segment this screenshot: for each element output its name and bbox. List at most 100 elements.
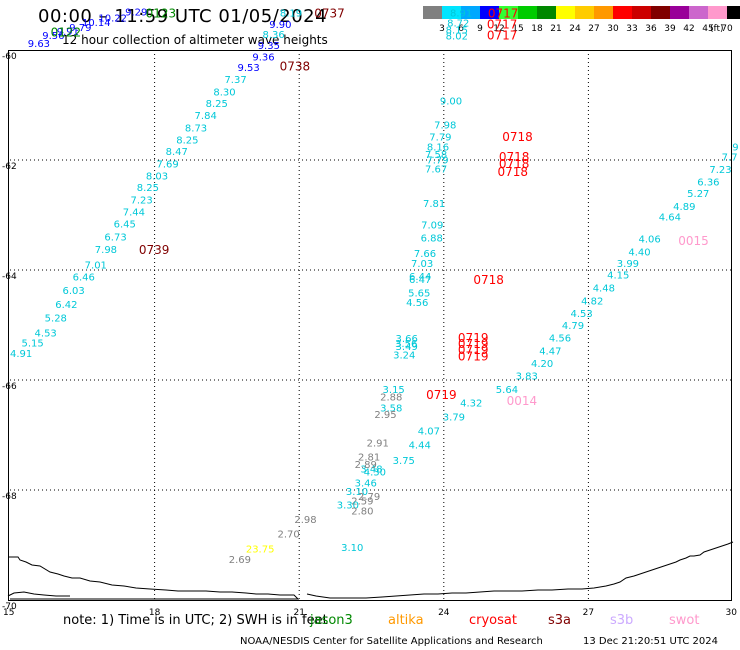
plot-frame (8, 50, 732, 601)
wave-height-point: 2.89 (355, 460, 377, 471)
colorbar-tick-label: 18 (531, 24, 543, 34)
colorbar-tick-label: 36 (645, 24, 657, 34)
wave-height-point: 5.15 (22, 339, 44, 350)
wave-height-point: 9.63 (28, 39, 50, 50)
colorbar-tick-label: 24 (569, 24, 581, 34)
wave-height-point: 9.79 (69, 23, 91, 34)
wave-height-point: 7.03 (411, 259, 433, 270)
colorbar-tick-label: 3 (439, 24, 445, 34)
wave-height-point: 4.79 (562, 321, 584, 332)
x-tick-label: 27 (583, 608, 594, 618)
wave-height-point: 2.79 (358, 492, 380, 503)
pass-time-label: 0739 (139, 243, 170, 257)
footer-note: note: 1) Time is in UTC; 2) SWH is in fe… (63, 613, 328, 628)
pass-time-label: 0717 (487, 18, 518, 32)
wave-height-point: 10.22 (98, 14, 127, 25)
wave-height-point: 2.81 (358, 452, 380, 463)
colorbar-cell (442, 6, 461, 19)
pass-time-label: 0122 (51, 25, 82, 39)
wave-height-point: 9 (732, 142, 738, 153)
wave-height-point: 7.81 (423, 199, 445, 210)
satellite-legend-swot: swot (669, 613, 700, 628)
wave-height-point: 3.99 (617, 259, 639, 270)
wave-height-point: 4.82 (581, 296, 603, 307)
colorbar-tick-label: 12 (493, 24, 504, 34)
wave-height-point: 5.65 (408, 289, 430, 300)
pass-time-label: 0719 (458, 343, 489, 357)
wave-height-point: 5.28 (45, 313, 67, 324)
wave-height-point: 3.48 (360, 465, 382, 476)
wave-height-point: 9.91 (57, 27, 79, 38)
wave-height-point: 4.56 (406, 298, 428, 309)
satellite-legend-s3b: s3b (610, 613, 634, 628)
wave-height-point: 8.25 (206, 99, 228, 110)
wave-height-point: 4.07 (418, 427, 440, 438)
colorbar-cell (423, 6, 442, 19)
wave-height-point: 4.48 (593, 284, 615, 295)
peninsula-shape (306, 541, 734, 599)
wave-height-point: 4.53 (571, 309, 593, 320)
colorbar-tick-label: 30 (607, 24, 619, 34)
colorbar-tick-label: 42 (683, 24, 694, 34)
wave-height-point: 7.69 (156, 159, 178, 170)
pass-time-label: 0719 (458, 349, 489, 363)
chart-title: 00:00 – 11:59 UTC 01/05/2024 (38, 6, 328, 27)
gridlines (10, 50, 733, 600)
wave-height-point: 7.67 (425, 164, 447, 175)
y-tick-label: -64 (2, 272, 17, 282)
wave-height-point: 5.64 (496, 385, 518, 396)
wave-height-point: 8.72 (447, 19, 469, 30)
chart-subtitle: 12 hour collection of altimeter wave hei… (62, 33, 328, 47)
wave-height-point: 7.98 (95, 245, 117, 256)
pass-time-label: 0718 (502, 130, 533, 144)
wave-height-point: 7.84 (195, 111, 217, 122)
wave-height-point: 9.36 (252, 53, 274, 64)
wave-height-point: 9.90 (269, 20, 291, 31)
wave-height-point: 3.10 (346, 487, 368, 498)
pass-time-label: 0718 (473, 273, 504, 287)
wave-height-point: 6.73 (104, 232, 126, 243)
coastline-shape (8, 556, 300, 600)
wave-height-point: 3.24 (393, 351, 415, 362)
wave-height-point: 7.66 (414, 249, 436, 260)
wave-height-point: 2.70 (277, 529, 299, 540)
colorbar-tick-label: 27 (588, 24, 599, 34)
wave-height-point: 6.46 (73, 273, 95, 284)
pass-time-label: 0738 (280, 59, 311, 73)
wave-height-point: 2.91 (367, 439, 389, 450)
wave-height-point: 6.36 (697, 177, 719, 188)
wave-height-point: 7.98 (434, 120, 456, 131)
satellite-legend-s3a: s3a (548, 613, 572, 628)
x-tick-label: 18 (149, 608, 161, 618)
wave-height-point: 2.59 (351, 496, 373, 507)
wave-height-point: 8.91 (450, 9, 472, 20)
wave-height-point: 4.56 (549, 334, 571, 345)
wave-height-point: 8.30 (213, 87, 235, 98)
colorbar-cell (499, 6, 518, 19)
pass-time-label: 0737 (314, 7, 345, 21)
wave-height-point: 6.45 (114, 219, 136, 230)
wave-height-point: 7.79 (426, 155, 448, 166)
wave-height-point: 8.36 (263, 30, 285, 41)
wave-height-point: 3.49 (396, 342, 418, 353)
x-tick-label: 30 (726, 608, 738, 618)
pass-time-label: 0718 (499, 157, 530, 171)
wave-height-point: 8.25 (137, 183, 159, 194)
x-tick-label: 21 (293, 608, 304, 618)
wave-height-point: 5.27 (687, 189, 709, 200)
pass-time-label: 0014 (507, 394, 538, 408)
wave-height-point: 6.42 (55, 300, 77, 311)
colorbar-unit: (ft) (710, 24, 724, 34)
colorbar-cell (556, 6, 575, 19)
wave-height-point: 3.83 (516, 372, 538, 383)
wave-height-point: 7.79 (429, 132, 451, 143)
wave-height-point: 2.69 (229, 555, 251, 566)
coastline-edge (7, 591, 70, 597)
colorbar-cell (518, 6, 537, 19)
wave-height-point: 3.58 (380, 404, 402, 415)
wave-height-point: 4.32 (460, 399, 482, 410)
wave-height-point: 4.91 (10, 349, 32, 360)
x-tick-label: 15 (3, 608, 14, 618)
colorbar-tick-label: 6 (458, 24, 464, 34)
y-tick-label: -60 (2, 52, 17, 62)
